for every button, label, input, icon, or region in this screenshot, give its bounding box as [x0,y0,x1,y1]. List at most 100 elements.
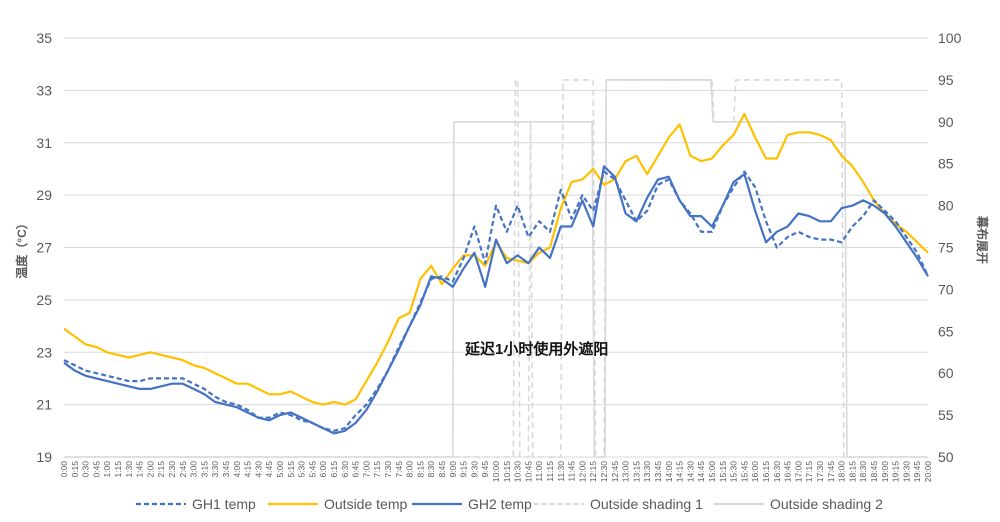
series-line-gh2-temp [63,165,929,435]
x-tick-label: 12:15 [588,461,598,483]
x-tick-label: 16:45 [783,461,793,483]
x-tick-label: 10:45 [523,461,533,483]
x-tick-label: 15:45 [739,461,749,483]
x-tick-label: 10:30 [513,461,523,483]
x-tick-label: 2:00 [145,461,155,478]
x-tick-label: 6:30 [340,461,350,478]
x-tick-label: 4:00 [232,461,242,478]
x-tick-label: 17:30 [815,461,825,483]
left-axis-title: 温度（°C） [14,217,29,278]
x-tick-label: 19:00 [880,461,890,483]
x-tick-label: 14:45 [696,461,706,483]
x-tick-label: 16:15 [761,461,771,483]
x-tick-label: 0:15 [70,461,80,478]
left-tick-label: 25 [36,292,52,308]
x-tick-label: 1:30 [124,461,134,478]
x-tick-label: 6:15 [329,461,339,478]
x-tick-label: 13:15 [631,461,641,483]
x-tick-label: 3:00 [189,461,199,478]
x-tick-label: 6:45 [351,461,361,478]
left-axis-ticks: 19 21 23 25 27 29 31 33 35 [36,30,52,465]
x-tick-label: 20:00 [923,461,933,483]
x-tick-label: 0:30 [81,461,91,478]
x-tick-label: 10:00 [491,461,501,483]
legend-label: GH1 temp [192,496,256,512]
x-tick-label: 9:30 [469,461,479,478]
left-tick-label: 31 [36,135,52,151]
x-tick-label: 19:45 [912,461,922,483]
x-tick-label: 16:30 [772,461,782,483]
legend-label: Outside temp [324,496,407,512]
x-tick-label: 15:15 [718,461,728,483]
x-tick-label: 13:30 [642,461,652,483]
x-tick-label: 1:15 [113,461,123,478]
right-tick-label: 85 [938,156,954,172]
left-tick-label: 23 [36,344,52,360]
x-tick-label: 15:00 [707,461,717,483]
x-tick-label: 14:00 [664,461,674,483]
x-tick-label: 11:30 [556,461,566,482]
x-tick-label: 12:00 [577,461,587,483]
x-tick-label: 17:45 [826,461,836,483]
x-tick-label: 7:00 [361,461,371,478]
x-tick-label: 5:00 [275,461,285,478]
right-tick-label: 70 [938,281,954,297]
x-tick-label: 2:30 [167,461,177,478]
annotation-label: 延迟1小时使用外遮阳 [464,340,608,358]
x-tick-label: 19:30 [901,461,911,483]
series-line-outside-shading-1 [64,79,928,458]
left-tick-label: 35 [36,30,52,46]
series-line-outside-temp [63,112,929,406]
x-tick-label: 12:30 [599,461,609,483]
right-tick-label: 55 [938,407,954,423]
x-tick-label: 9:15 [459,461,469,478]
x-tick-label: 19:15 [891,461,901,483]
x-tick-label: 5:45 [307,461,317,478]
x-tick-label: 0:00 [59,461,69,478]
x-tick-label: 7:45 [394,461,404,478]
right-tick-label: 95 [938,72,954,88]
x-tick-label: 16:00 [750,461,760,483]
x-tick-label: 18:45 [869,461,879,483]
x-tick-label: 18:30 [858,461,868,483]
x-tick-label: 5:15 [286,461,296,478]
right-tick-label: 90 [938,114,954,130]
x-tick-label: 14:30 [685,461,695,483]
x-tick-label: 9:45 [480,461,490,478]
left-tick-label: 29 [36,187,52,203]
x-tick-label: 17:15 [804,461,814,483]
x-tick-label: 5:30 [297,461,307,478]
right-axis-title: 幕布展开 [975,215,990,264]
left-tick-label: 27 [36,240,52,256]
x-tick-label: 7:30 [383,461,393,478]
x-tick-label: 12:45 [610,461,620,483]
legend: GH1 temp Outside temp GH2 temp Outside shad… [136,496,883,512]
right-tick-label: 60 [938,365,954,381]
x-tick-label: 2:45 [178,461,188,478]
left-tick-label: 21 [36,397,52,413]
series-line-gh1-temp [63,170,930,432]
x-tick-label: 18:00 [837,461,847,483]
right-tick-label: 80 [938,198,954,214]
x-tick-label: 3:15 [199,461,209,478]
x-tick-label: 8:00 [405,461,415,478]
left-tick-label: 33 [36,82,52,98]
x-tick-label: 10:15 [502,461,512,483]
x-tick-label: 3:45 [221,461,231,478]
right-axis-ticks: 50 55 60 65 70 75 80 85 90 95 100 [938,30,962,465]
x-tick-label: 11:15 [545,461,555,482]
x-tick-label: 0:45 [91,461,101,478]
x-tick-label: 4:45 [264,461,274,478]
legend-label: GH2 temp [468,496,532,512]
x-tick-label: 8:45 [437,461,447,478]
right-tick-label: 75 [938,240,954,256]
x-tick-label: 18:15 [847,461,857,483]
x-tick-label: 7:15 [372,461,382,478]
x-tick-label: 8:30 [426,461,436,478]
x-tick-label: 13:45 [653,461,663,483]
x-tick-label: 11:45 [567,461,577,482]
x-tick-label: 2:15 [156,461,166,478]
x-tick-label: 17:00 [793,461,803,483]
right-tick-label: 65 [938,323,954,339]
